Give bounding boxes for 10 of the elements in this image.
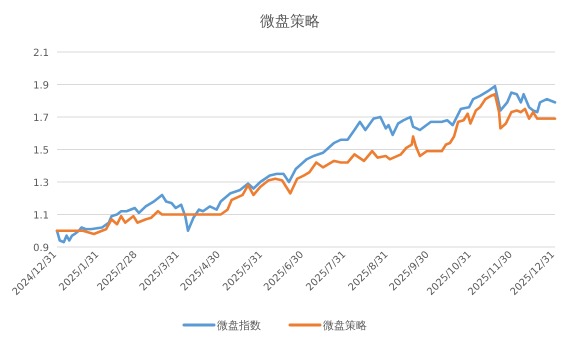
y-tick-label: 0.9: [33, 243, 49, 254]
legend-label: 微盘策略: [323, 319, 367, 332]
chart-title: 微盘策略: [260, 12, 320, 30]
y-tick-label: 1.3: [33, 178, 49, 189]
y-tick-label: 2.1: [33, 48, 49, 59]
legend-label: 微盘指数: [217, 319, 261, 332]
y-tick-label: 1.5: [33, 146, 49, 156]
y-tick-label: 1.7: [33, 113, 49, 124]
y-tick-label: 1.9: [33, 80, 49, 92]
y-tick-label: 1.1: [33, 210, 49, 222]
